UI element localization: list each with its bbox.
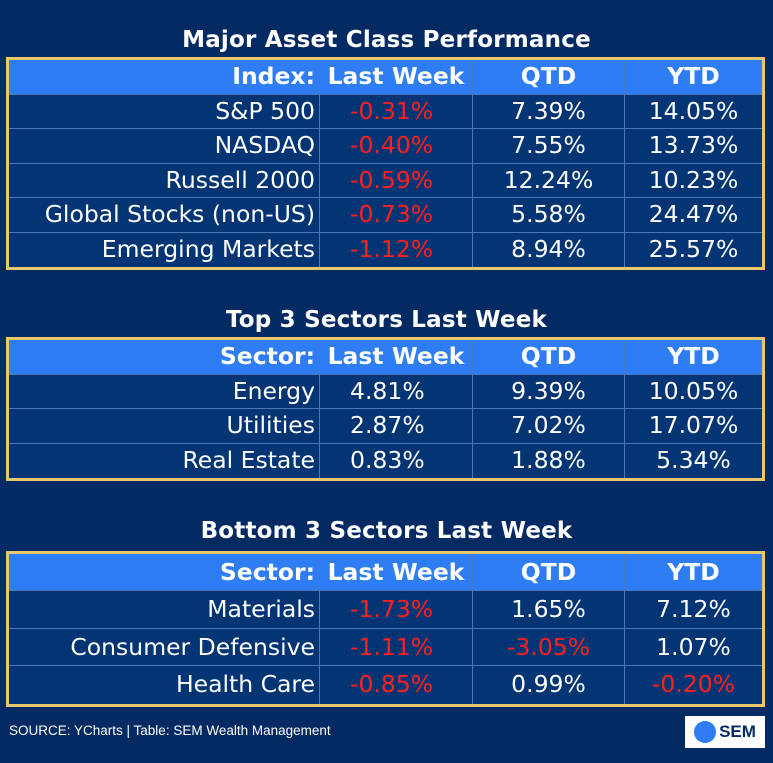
top-sectors-table: Sector: Last Week QTD YTD Energy 4.81% 9… <box>6 337 765 481</box>
last-week-value: 2.87% <box>320 409 473 443</box>
header-ytd: YTD <box>667 342 720 370</box>
row-name: Utilities <box>9 409 320 443</box>
table-row: Consumer Defensive -1.11% -3.05% 1.07% <box>9 628 762 666</box>
last-week-value: -0.85% <box>320 666 473 704</box>
logo-text: SEM <box>719 722 756 741</box>
table-row: NASDAQ -0.40% 7.55% 13.73% <box>9 129 762 164</box>
header-index: Index: <box>9 60 320 94</box>
last-week-value: -1.73% <box>320 591 473 628</box>
row-name: Consumer Defensive <box>9 628 320 665</box>
ytd-value: 10.05% <box>648 376 739 405</box>
ytd-value: 25.57% <box>648 234 739 263</box>
qtd-value: 0.99% <box>473 666 625 704</box>
table-row: Health Care -0.85% 0.99% -0.20% <box>9 666 762 704</box>
row-name: S&P 500 <box>9 94 320 128</box>
source-note: SOURCE: YCharts | Table: SEM Wealth Mana… <box>9 723 331 738</box>
ytd-value: 1.07% <box>656 632 731 661</box>
last-week-value: 0.83% <box>320 443 473 478</box>
row-name: Real Estate <box>9 443 320 478</box>
row-name: Energy <box>9 374 320 408</box>
header-last-week: Last Week <box>320 340 473 374</box>
qtd-value: 7.55% <box>473 129 625 163</box>
row-name: Global Stocks (non-US) <box>9 198 320 232</box>
row-name: Emerging Markets <box>9 232 320 267</box>
header-qtd: QTD <box>473 340 625 374</box>
header-ytd: YTD <box>667 62 720 90</box>
qtd-value: 1.88% <box>473 443 625 478</box>
asset-class-table: Index: Last Week QTD YTD S&P 500 -0.31% … <box>6 57 765 270</box>
last-week-value: -0.40% <box>320 129 473 163</box>
table-header-row: Index: Last Week QTD YTD <box>9 60 762 95</box>
ytd-value: -0.20% <box>651 670 736 698</box>
ytd-value: 24.47% <box>648 200 739 228</box>
ytd-value: 17.07% <box>648 411 739 439</box>
table-row: Russell 2000 -0.59% 12.24% 10.23% <box>9 163 762 198</box>
qtd-value: 12.24% <box>473 163 625 197</box>
table-header-row: Sector: Last Week QTD YTD <box>9 340 762 375</box>
header-qtd: QTD <box>473 554 625 590</box>
last-week-value: -0.59% <box>320 163 473 197</box>
header-sector: Sector: <box>9 340 320 374</box>
row-name: Health Care <box>9 666 320 704</box>
qtd-value: 1.65% <box>473 591 625 628</box>
last-week-value: 4.81% <box>320 374 473 408</box>
qtd-value: 7.39% <box>473 94 625 128</box>
table-row: Global Stocks (non-US) -0.73% 5.58% 24.4… <box>9 198 762 233</box>
header-last-week: Last Week <box>320 554 473 590</box>
ytd-value: 13.73% <box>648 131 739 159</box>
qtd-value: 7.02% <box>473 409 625 443</box>
asset-class-title: Major Asset Class Performance <box>182 27 591 53</box>
qtd-value: 8.94% <box>473 232 625 267</box>
qtd-value: 9.39% <box>473 374 625 408</box>
top-sectors-title: Top 3 Sectors Last Week <box>225 307 548 333</box>
table-row: Real Estate 0.83% 1.88% 5.34% <box>9 443 762 478</box>
table-header-row: Sector: Last Week QTD YTD <box>9 554 762 591</box>
last-week-value: -0.31% <box>320 94 473 128</box>
last-week-value: -0.73% <box>320 198 473 232</box>
ytd-value: 10.23% <box>648 165 739 194</box>
last-week-value: -1.11% <box>320 628 473 665</box>
row-name: Materials <box>9 591 320 628</box>
bottom-sectors-table: Sector: Last Week QTD YTD Materials -1.7… <box>6 551 765 707</box>
last-week-value: -1.12% <box>320 232 473 267</box>
header-last-week: Last Week <box>320 60 473 94</box>
ytd-value: 14.05% <box>648 96 739 125</box>
table-row: Energy 4.81% 9.39% 10.05% <box>9 374 762 409</box>
header-sector: Sector: <box>9 554 320 590</box>
globe-icon <box>694 721 717 743</box>
header-ytd: YTD <box>667 558 720 586</box>
ytd-value: 5.34% <box>656 445 731 474</box>
table-row: S&P 500 -0.31% 7.39% 14.05% <box>9 94 762 129</box>
header-qtd: QTD <box>473 60 625 94</box>
table-row: Emerging Markets -1.12% 8.94% 25.57% <box>9 232 762 267</box>
qtd-value: 5.58% <box>473 198 625 232</box>
table-row: Utilities 2.87% 7.02% 17.07% <box>9 409 762 444</box>
row-name: Russell 2000 <box>9 163 320 197</box>
sem-logo: SEM <box>685 716 765 748</box>
ytd-value: 7.12% <box>656 595 731 623</box>
qtd-value: -3.05% <box>473 628 625 665</box>
table-row: Materials -1.73% 1.65% 7.12% <box>9 591 762 629</box>
bottom-sectors-title: Bottom 3 Sectors Last Week <box>200 518 573 544</box>
row-name: NASDAQ <box>9 129 320 163</box>
